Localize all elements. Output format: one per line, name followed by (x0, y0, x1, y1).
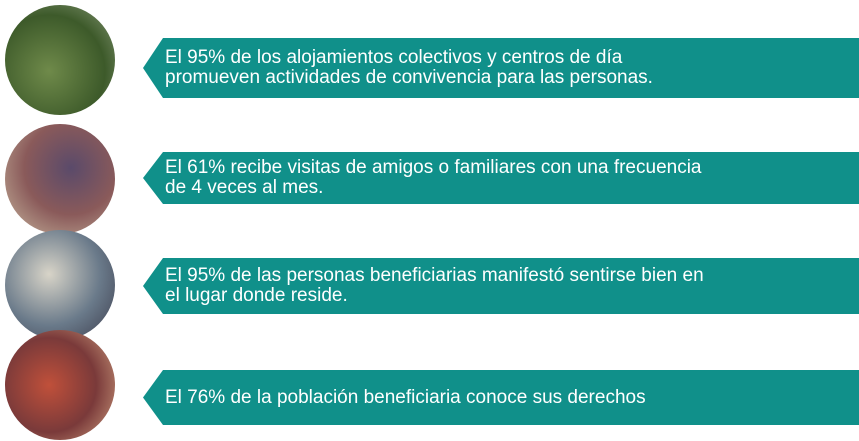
photo (5, 330, 115, 440)
photo (5, 230, 115, 340)
banner: El 61% recibe visitas de amigos o famili… (143, 152, 859, 204)
banner: El 95% de los alojamientos colectivos y … (143, 38, 859, 98)
banner: El 95% de las personas beneficiarias man… (143, 258, 859, 314)
text-line: El 76% de la población beneficiaria cono… (165, 388, 851, 408)
text-line: de 4 veces al mes. (165, 178, 851, 198)
photo (5, 5, 115, 115)
text-block: El 61% recibe visitas de amigos o famili… (165, 158, 851, 198)
text-block: El 95% de los alojamientos colectivos y … (165, 48, 851, 88)
text-line: el lugar donde reside. (165, 286, 851, 306)
photo (5, 124, 115, 234)
text-line: El 95% de los alojamientos colectivos y … (165, 48, 851, 68)
banner: El 76% de la población beneficiaria cono… (143, 370, 859, 425)
text-block: El 95% de las personas beneficiarias man… (165, 266, 851, 306)
infographic: El 95% de los alojamientos colectivos y … (0, 0, 859, 441)
text-block: El 76% de la población beneficiaria cono… (165, 388, 851, 408)
text-line: promueven actividades de convivencia par… (165, 68, 851, 88)
text-line: El 95% de las personas beneficiarias man… (165, 266, 851, 286)
text-line: El 61% recibe visitas de amigos o famili… (165, 158, 851, 178)
